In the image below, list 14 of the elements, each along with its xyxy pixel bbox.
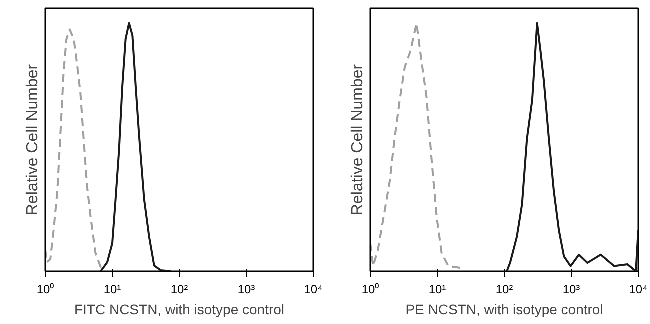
x-axis-title: FITC NCSTN, with isotype control: [74, 302, 285, 318]
x-tick-label: 10²: [496, 282, 514, 296]
y-axis-title: Relative Cell Number: [24, 64, 42, 216]
x-tick-label: 10⁰: [36, 282, 54, 296]
x-tick-label: 10⁰: [362, 282, 380, 296]
x-tick-label: 10³: [238, 282, 256, 296]
x-tick-label: 10⁴: [304, 282, 323, 296]
x-tick-label: 10⁴: [629, 282, 648, 296]
x-tick-label: 10¹: [104, 282, 122, 296]
x-tick-label: 10¹: [428, 282, 446, 296]
y-axis-title: Relative Cell Number: [350, 64, 366, 216]
x-tick-label: 10²: [170, 282, 188, 296]
x-axis-title: PE NCSTN, with isotype control: [406, 302, 604, 318]
x-tick-label: 10³: [562, 282, 580, 296]
